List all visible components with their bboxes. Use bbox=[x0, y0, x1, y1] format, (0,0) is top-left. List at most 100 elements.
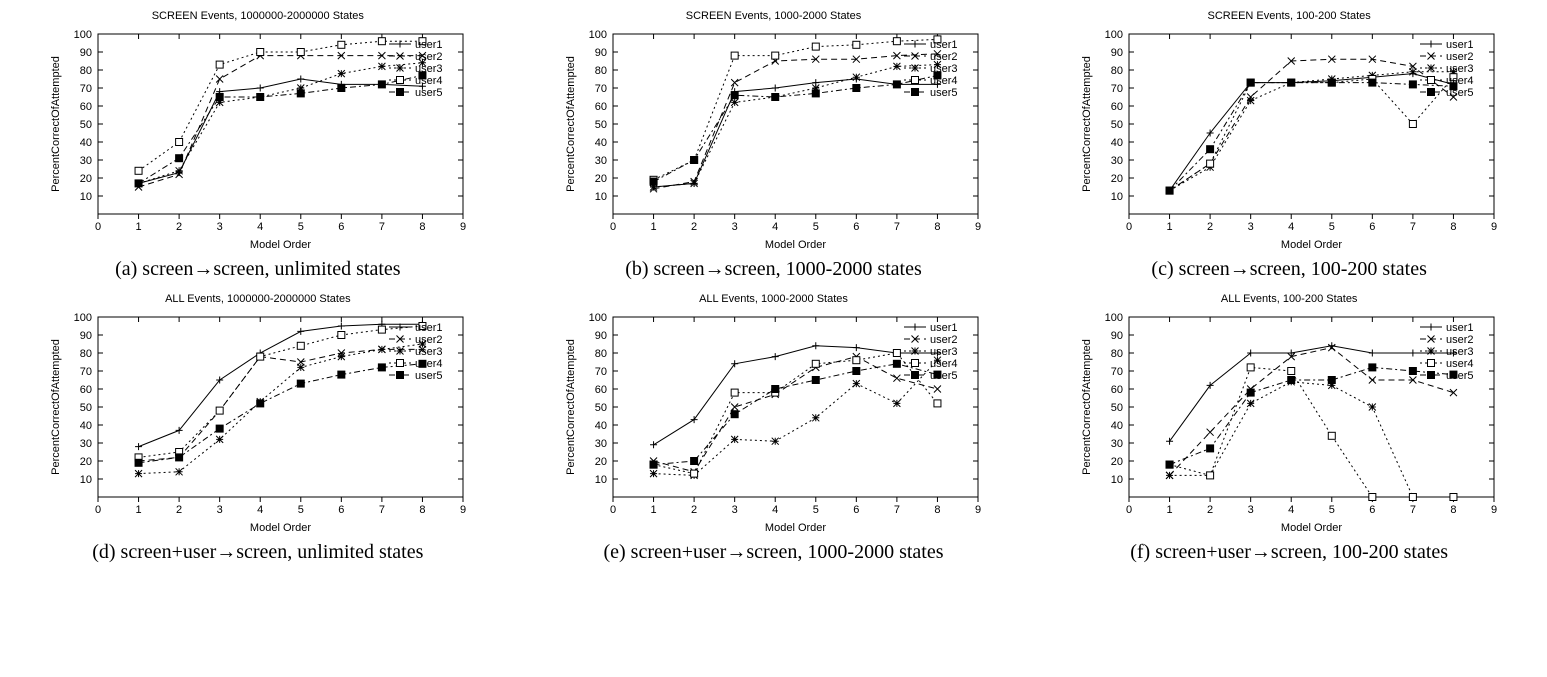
svg-text:90: 90 bbox=[1111, 330, 1123, 342]
chart-grid: SCREEN Events, 1000000-2000000 States 0 1 2… bbox=[10, 10, 1537, 564]
svg-text:user5: user5 bbox=[1446, 87, 1474, 99]
chart-title-d: ALL Events, 1000000-2000000 States bbox=[165, 293, 351, 305]
svg-text:20: 20 bbox=[595, 173, 607, 185]
svg-text:70: 70 bbox=[595, 366, 607, 378]
svg-text:3: 3 bbox=[216, 504, 222, 516]
svg-text:6: 6 bbox=[338, 221, 344, 233]
chart-title-e: ALL Events, 1000-2000 States bbox=[699, 293, 848, 305]
svg-text:PercentCorrectOfAttempted: PercentCorrectOfAttempted bbox=[565, 339, 577, 475]
svg-text:1: 1 bbox=[1167, 504, 1173, 516]
svg-text:90: 90 bbox=[1111, 47, 1123, 59]
panel-a: SCREEN Events, 1000000-2000000 States012… bbox=[10, 10, 506, 281]
svg-text:0: 0 bbox=[610, 504, 616, 516]
svg-text:4: 4 bbox=[773, 504, 779, 516]
svg-text:70: 70 bbox=[1111, 366, 1123, 378]
svg-text:90: 90 bbox=[595, 330, 607, 342]
svg-text:7: 7 bbox=[1410, 221, 1416, 233]
svg-text:40: 40 bbox=[595, 137, 607, 149]
svg-text:20: 20 bbox=[80, 173, 92, 185]
svg-text:4: 4 bbox=[773, 221, 779, 233]
svg-text:60: 60 bbox=[80, 101, 92, 113]
svg-text:90: 90 bbox=[595, 47, 607, 59]
svg-text:8: 8 bbox=[935, 221, 941, 233]
svg-text:40: 40 bbox=[595, 420, 607, 432]
caption-c: (c) screen→screen, 100-200 states bbox=[1151, 258, 1426, 281]
chart-title-a: SCREEN Events, 1000000-2000000 States bbox=[152, 10, 364, 22]
svg-text:10: 10 bbox=[595, 191, 607, 203]
svg-text:user3: user3 bbox=[1446, 346, 1474, 358]
svg-text:6: 6 bbox=[854, 504, 860, 516]
svg-text:100: 100 bbox=[589, 29, 607, 41]
svg-text:2: 2 bbox=[1207, 221, 1213, 233]
chart-a: 0123456789102030405060708090100Model Ord… bbox=[43, 24, 473, 254]
svg-text:10: 10 bbox=[80, 474, 92, 486]
svg-text:9: 9 bbox=[1491, 504, 1497, 516]
svg-text:user1: user1 bbox=[415, 39, 443, 51]
svg-text:user2: user2 bbox=[930, 334, 958, 346]
caption-b: (b) screen→screen, 1000-2000 states bbox=[625, 258, 922, 281]
svg-text:50: 50 bbox=[595, 402, 607, 414]
svg-text:50: 50 bbox=[1111, 402, 1123, 414]
svg-text:0: 0 bbox=[1126, 504, 1132, 516]
svg-text:20: 20 bbox=[595, 456, 607, 468]
svg-text:90: 90 bbox=[80, 47, 92, 59]
svg-text:40: 40 bbox=[80, 420, 92, 432]
svg-text:user5: user5 bbox=[415, 370, 443, 382]
svg-text:6: 6 bbox=[854, 221, 860, 233]
svg-text:1: 1 bbox=[135, 504, 141, 516]
chart-title-b: SCREEN Events, 1000-2000 States bbox=[686, 10, 861, 22]
svg-text:user4: user4 bbox=[930, 75, 958, 87]
svg-text:user1: user1 bbox=[930, 322, 958, 334]
svg-text:5: 5 bbox=[298, 221, 304, 233]
svg-text:2: 2 bbox=[692, 221, 698, 233]
svg-text:70: 70 bbox=[80, 83, 92, 95]
svg-text:0: 0 bbox=[95, 504, 101, 516]
svg-text:5: 5 bbox=[298, 504, 304, 516]
svg-text:user3: user3 bbox=[930, 63, 958, 75]
svg-text:3: 3 bbox=[1248, 504, 1254, 516]
svg-text:3: 3 bbox=[732, 504, 738, 516]
svg-text:30: 30 bbox=[595, 438, 607, 450]
svg-text:0: 0 bbox=[95, 221, 101, 233]
svg-text:2: 2 bbox=[176, 221, 182, 233]
panel-f: ALL Events, 100-200 States01234567891020… bbox=[1041, 293, 1537, 564]
svg-text:PercentCorrectOfAttempted: PercentCorrectOfAttempted bbox=[1081, 339, 1093, 475]
svg-text:user2: user2 bbox=[1446, 51, 1474, 63]
svg-text:7: 7 bbox=[379, 221, 385, 233]
svg-text:50: 50 bbox=[1111, 119, 1123, 131]
svg-text:3: 3 bbox=[216, 221, 222, 233]
svg-text:user3: user3 bbox=[930, 346, 958, 358]
chart-title-c: SCREEN Events, 100-200 States bbox=[1208, 10, 1371, 22]
svg-text:user2: user2 bbox=[415, 51, 443, 63]
svg-text:PercentCorrectOfAttempted: PercentCorrectOfAttempted bbox=[565, 56, 577, 192]
svg-text:50: 50 bbox=[80, 402, 92, 414]
svg-text:40: 40 bbox=[1111, 420, 1123, 432]
svg-text:6: 6 bbox=[1369, 221, 1375, 233]
svg-text:2: 2 bbox=[1207, 504, 1213, 516]
svg-text:100: 100 bbox=[1105, 312, 1123, 324]
svg-text:30: 30 bbox=[80, 438, 92, 450]
svg-text:Model Order: Model Order bbox=[1281, 239, 1342, 251]
svg-text:80: 80 bbox=[1111, 348, 1123, 360]
svg-text:100: 100 bbox=[73, 312, 91, 324]
svg-text:user3: user3 bbox=[415, 346, 443, 358]
svg-text:80: 80 bbox=[80, 348, 92, 360]
svg-text:30: 30 bbox=[595, 155, 607, 167]
svg-text:9: 9 bbox=[975, 221, 981, 233]
svg-text:user5: user5 bbox=[930, 370, 958, 382]
chart-d: 0123456789102030405060708090100Model Ord… bbox=[43, 307, 473, 537]
svg-text:user3: user3 bbox=[415, 63, 443, 75]
svg-text:40: 40 bbox=[1111, 137, 1123, 149]
svg-text:30: 30 bbox=[1111, 155, 1123, 167]
svg-text:60: 60 bbox=[595, 101, 607, 113]
chart-b: 0123456789102030405060708090100Model Ord… bbox=[558, 24, 988, 254]
svg-text:5: 5 bbox=[1329, 504, 1335, 516]
svg-text:5: 5 bbox=[813, 504, 819, 516]
svg-text:10: 10 bbox=[595, 474, 607, 486]
chart-title-f: ALL Events, 100-200 States bbox=[1221, 293, 1358, 305]
svg-text:2: 2 bbox=[176, 504, 182, 516]
svg-text:user4: user4 bbox=[415, 75, 443, 87]
svg-text:60: 60 bbox=[1111, 101, 1123, 113]
svg-text:10: 10 bbox=[1111, 474, 1123, 486]
svg-text:9: 9 bbox=[975, 504, 981, 516]
